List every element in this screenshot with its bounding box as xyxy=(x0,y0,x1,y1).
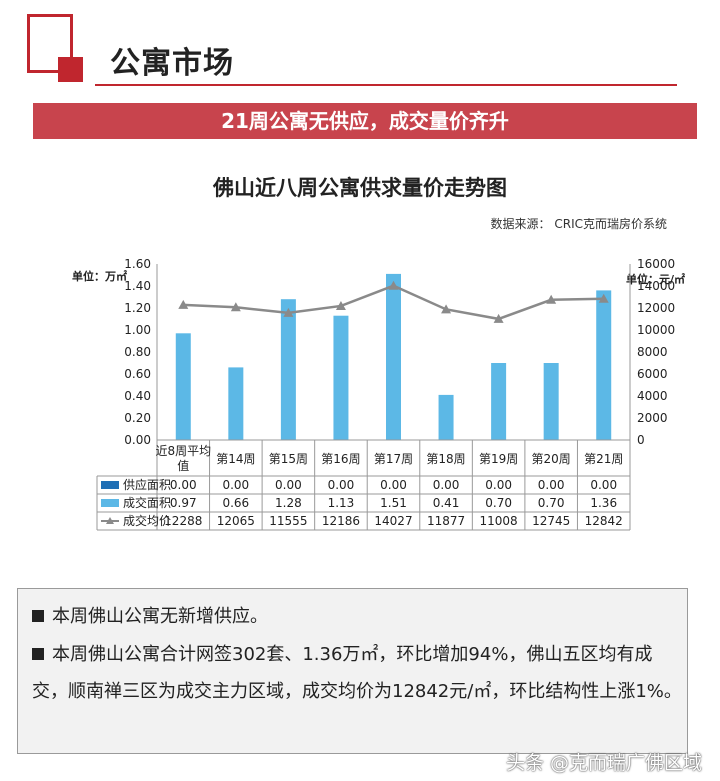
table-cell-value: 14027 xyxy=(374,514,412,528)
table-cell-value: 0.41 xyxy=(433,496,460,510)
bar-deal-area xyxy=(386,273,401,440)
chart-title: 佛山近八周公寓供求量价走势图 xyxy=(213,176,507,200)
bullet-square-icon xyxy=(32,648,44,660)
table-cell-value: 11877 xyxy=(427,514,465,528)
line-marker-triangle xyxy=(441,304,452,314)
table-cell-value: 0.00 xyxy=(485,478,512,492)
bullet-square-icon xyxy=(32,610,44,622)
x-category-label: 值 xyxy=(177,458,189,473)
bar-deal-area xyxy=(543,363,559,440)
table-cell-value: 1.36 xyxy=(590,496,617,510)
table-cell-value: 1.13 xyxy=(328,496,355,510)
line-marker-triangle xyxy=(178,299,189,309)
notes-panel xyxy=(17,588,688,754)
table-cell-value: 0.66 xyxy=(222,496,249,510)
legend-series-name: 供应面积 xyxy=(123,477,171,492)
table-cell-value: 0.00 xyxy=(275,478,302,492)
x-category-label: 近8周平均 xyxy=(155,444,211,458)
table-cell-value: 0.00 xyxy=(590,478,617,492)
footer-watermark: 头条 @克而瑞广佛区域 xyxy=(505,752,702,774)
table-cell-value: 0.00 xyxy=(328,478,355,492)
y-left-tick-label: 1.00 xyxy=(124,323,151,337)
table-cell-value: 12842 xyxy=(585,514,623,528)
x-category-label: 第14周 xyxy=(216,452,255,466)
y-right-tick-label: 12000 xyxy=(637,301,675,315)
y-left-tick-label: 0.40 xyxy=(124,389,151,403)
data-source: 数据来源： CRIC克而瑞房价系统 xyxy=(490,217,667,231)
bar-deal-area xyxy=(333,315,349,440)
table-cell-value: 1.51 xyxy=(380,496,407,510)
brand-square-filled-icon xyxy=(58,57,83,82)
y-right-tick-label: 0 xyxy=(637,433,645,447)
table-cell-value: 0.00 xyxy=(433,478,460,492)
note-item-transactions: 本周佛山公寓合计网签302套、1.36万㎡，环比增加94%，佛山五区均有成交，顺… xyxy=(32,636,682,710)
y-right-tick-label: 4000 xyxy=(637,389,668,403)
table-cell-value: 0.70 xyxy=(538,496,565,510)
table-cell-value: 0.00 xyxy=(170,478,197,492)
table-cell-value: 1.28 xyxy=(275,496,302,510)
y-right-tick-label: 10000 xyxy=(637,323,675,337)
section-title: 公寓市场 xyxy=(110,46,234,81)
line-marker-triangle xyxy=(230,302,241,312)
table-cell-value: 11008 xyxy=(480,514,518,528)
line-marker-triangle xyxy=(493,313,504,323)
legend-key-swatch xyxy=(101,499,119,507)
bar-deal-area xyxy=(228,367,244,440)
legend-series-name: 成交均价 xyxy=(123,513,171,528)
y-left-tick-label: 0.20 xyxy=(124,411,151,425)
legend-key-swatch xyxy=(101,481,119,489)
table-cell-value: 12065 xyxy=(217,514,255,528)
y-left-tick-label: 0.60 xyxy=(124,367,151,381)
line-marker-triangle xyxy=(388,280,399,290)
x-category-label: 第18周 xyxy=(426,452,465,466)
y-left-tick-label: 1.40 xyxy=(124,279,151,293)
table-cell-value: 0.70 xyxy=(485,496,512,510)
note-text: 本周佛山公寓无新增供应。 xyxy=(52,606,268,627)
note-item-supply: 本周佛山公寓无新增供应。 xyxy=(32,598,682,635)
table-cell-value: 12186 xyxy=(322,514,360,528)
line-marker-triangle xyxy=(283,307,294,317)
table-cell-value: 12745 xyxy=(532,514,570,528)
line-marker-triangle xyxy=(335,300,346,310)
left-axis-unit: 单位：万㎡ xyxy=(72,270,127,283)
supply-demand-chart: 0.00 0.20 0.40 0.60 0.80 1.00 1.20 1.40 1.60 0 200… xyxy=(96,257,675,531)
x-category-label: 第19周 xyxy=(479,452,518,466)
title-underline xyxy=(95,84,677,86)
headline-banner: 21周公寓无供应，成交量价齐升 xyxy=(33,103,697,139)
line-marker-triangle xyxy=(546,294,557,304)
x-category-label: 第16周 xyxy=(321,452,360,466)
table-cell-value: 0.00 xyxy=(380,478,407,492)
line-marker-triangle xyxy=(598,293,609,303)
y-right-tick-label: 6000 xyxy=(637,367,668,381)
y-right-tick-label: 8000 xyxy=(637,345,668,359)
y-right-tick-label: 2000 xyxy=(637,411,668,425)
y-left-tick-label: 1.20 xyxy=(124,301,151,315)
y-right-tick-label: 14000 xyxy=(637,279,675,293)
y-right-tick-label: 16000 xyxy=(637,257,675,271)
bar-deal-area xyxy=(438,394,454,440)
x-category-label: 第20周 xyxy=(532,452,571,466)
right-axis-unit: 单位：元/㎡ xyxy=(626,273,686,286)
table-cell-value: 0.00 xyxy=(538,478,565,492)
note-text: 本周佛山公寓合计网签302套、1.36万㎡，环比增加94%，佛山五区均有成交，顺… xyxy=(32,644,682,702)
table-cell-value: 0.00 xyxy=(222,478,249,492)
bar-deal-area xyxy=(596,290,612,440)
x-category-label: 第15周 xyxy=(269,452,308,466)
legend-key-marker xyxy=(106,517,114,524)
y-left-tick-label: 1.60 xyxy=(124,257,151,271)
table-cell-value: 12288 xyxy=(164,514,202,528)
table-cell-value: 0.97 xyxy=(170,496,197,510)
bar-deal-area xyxy=(491,363,507,440)
x-category-label: 第17周 xyxy=(374,452,413,466)
legend-series-name: 成交面积 xyxy=(123,495,171,510)
y-left-tick-label: 0.00 xyxy=(124,433,151,447)
bar-deal-area xyxy=(280,299,296,440)
y-left-tick-label: 0.80 xyxy=(124,345,151,359)
x-category-label: 第21周 xyxy=(584,452,623,466)
table-cell-value: 11555 xyxy=(269,514,307,528)
bar-deal-area xyxy=(175,333,191,440)
brand-square-outline-icon xyxy=(27,14,73,73)
